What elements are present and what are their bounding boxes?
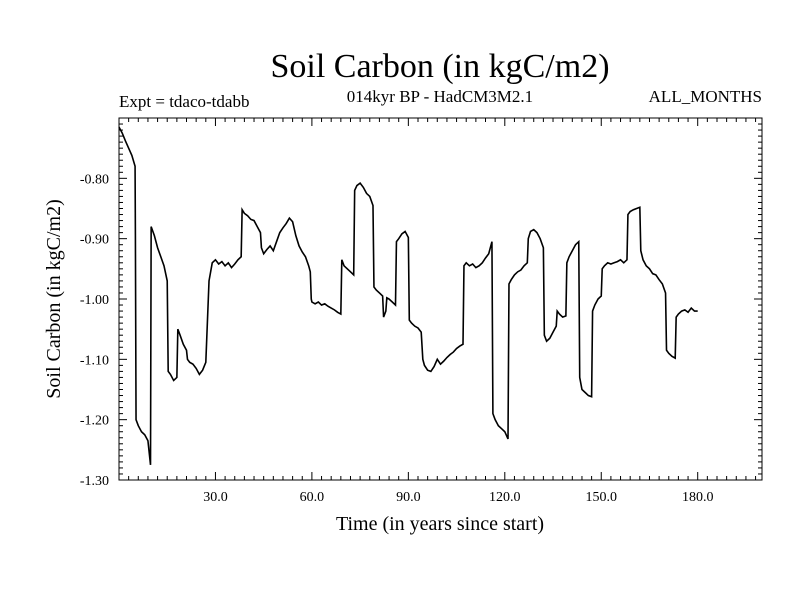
y-tick-label: -0.80 — [80, 172, 109, 187]
axis-ticks — [118, 117, 762, 481]
data-line — [118, 126, 698, 466]
y-tick-label: -1.00 — [80, 293, 109, 308]
chart-title: Soil Carbon (in kgC/m2) — [270, 48, 609, 85]
y-tick-label: -1.10 — [80, 353, 109, 368]
chart-subtitle-right: ALL_MONTHS — [649, 87, 762, 106]
x-tick-label: 180.0 — [682, 490, 714, 505]
y-tick-label: -0.90 — [80, 233, 109, 248]
y-tick-label: -1.30 — [80, 474, 109, 489]
x-tick-label: 60.0 — [300, 490, 325, 505]
chart-subtitle-left: Expt = tdaco-tdabb — [119, 92, 249, 111]
x-tick-label: 150.0 — [586, 490, 618, 505]
y-axis-label: Soil Carbon (in kgC/m2) — [43, 199, 65, 398]
x-axis-label: Time (in years since start) — [336, 513, 544, 535]
y-tick-label: -1.20 — [80, 414, 109, 429]
x-tick-label: 90.0 — [396, 490, 421, 505]
chart-subtitle-center: 014kyr BP - HadCM3M2.1 — [347, 87, 533, 106]
axis-tick-labels: 30.0 60.0 90.0 120.0 150.0 180.0 -1.30 -1.20 -1.… — [80, 172, 714, 505]
x-tick-label: 30.0 — [203, 490, 228, 505]
x-tick-label: 120.0 — [489, 490, 521, 505]
